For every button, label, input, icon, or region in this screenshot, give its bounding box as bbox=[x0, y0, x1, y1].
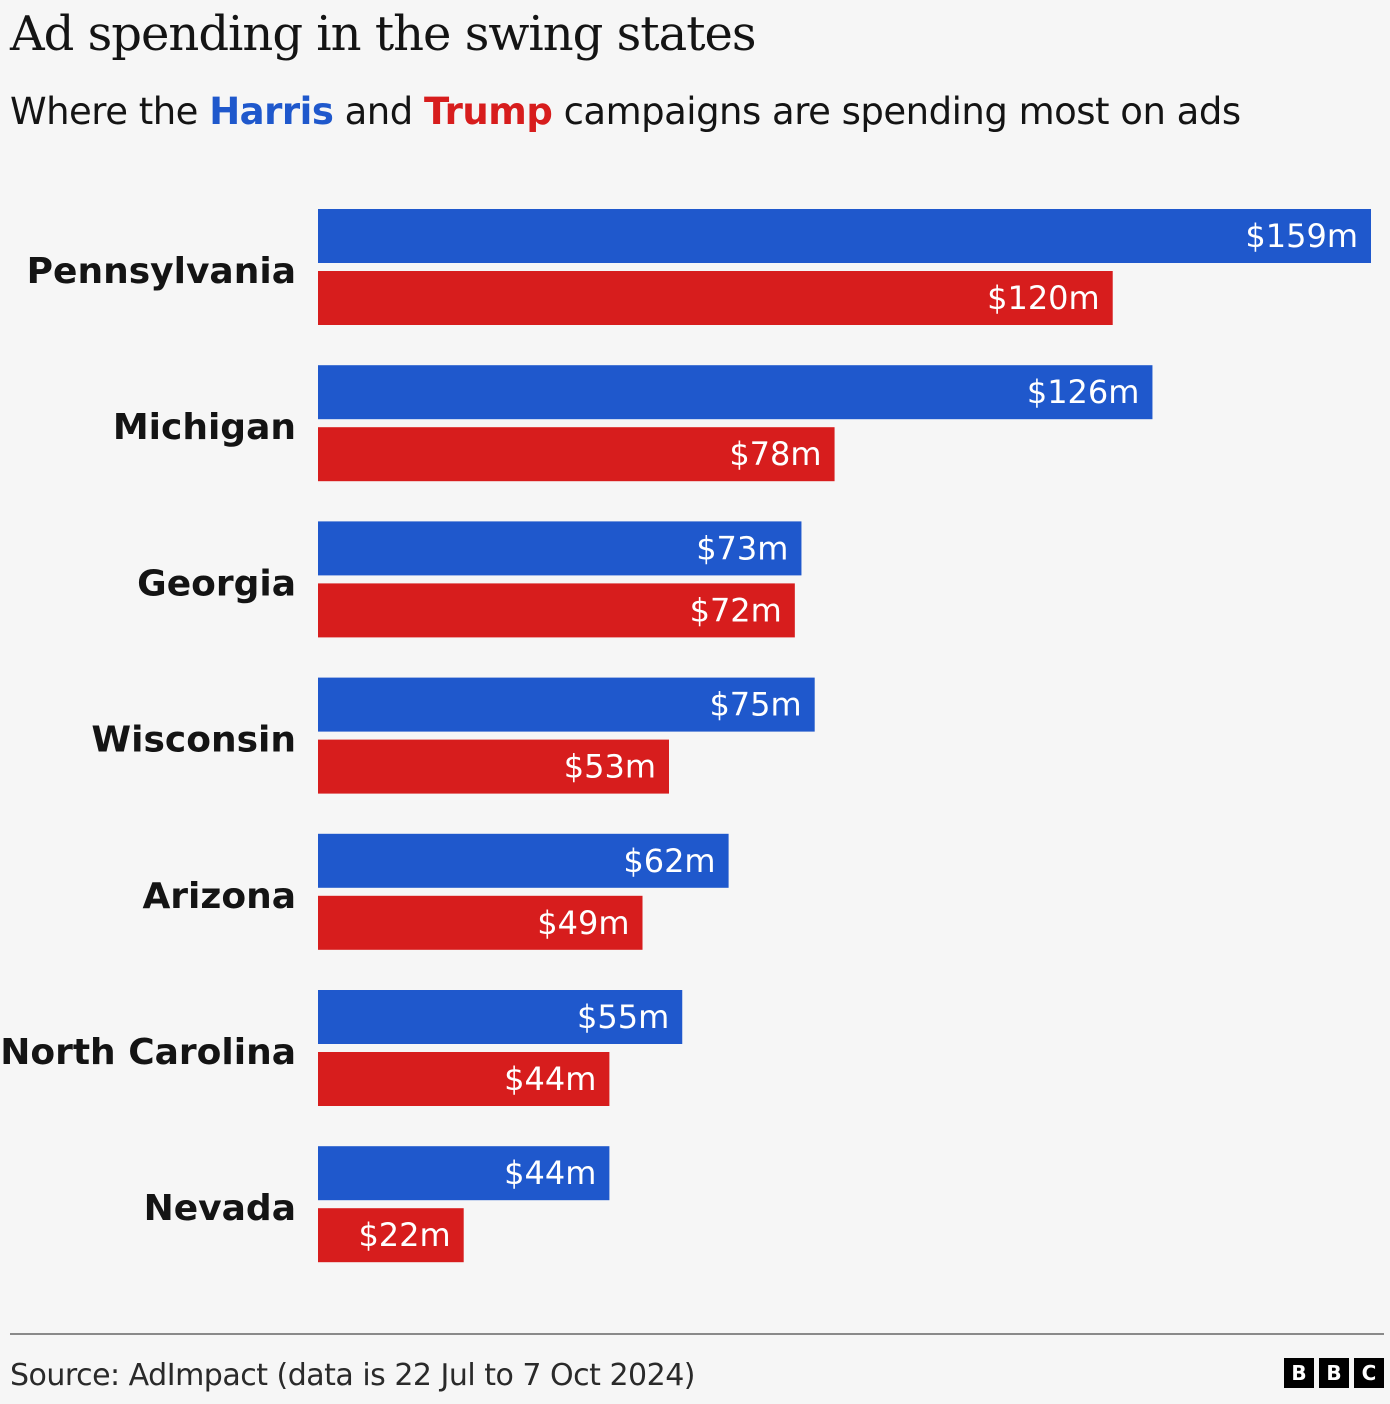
bar-harris bbox=[318, 833, 729, 888]
footer-divider bbox=[10, 1333, 1384, 1335]
bar-trump bbox=[318, 1052, 610, 1106]
state-group-wisconsin: Wisconsin $75m $53m bbox=[91, 677, 815, 794]
bar-value-label: $126m bbox=[1027, 373, 1140, 411]
bar-value-label: $120m bbox=[987, 279, 1100, 317]
bar-value-label: $73m bbox=[696, 529, 788, 567]
bar-harris bbox=[318, 677, 815, 732]
chart-subtitle: Where the Harris and Trump campaigns are… bbox=[10, 90, 1241, 133]
subtitle-harris: Harris bbox=[209, 90, 334, 133]
subtitle-trump: Trump bbox=[424, 90, 553, 133]
bbc-logo: B B C bbox=[1284, 1358, 1384, 1388]
source-note: Source: AdImpact (data is 22 Jul to 7 Oc… bbox=[10, 1358, 696, 1393]
bar-value-label: $53m bbox=[564, 748, 656, 786]
logo-letter: B bbox=[1319, 1358, 1349, 1388]
bar-harris bbox=[318, 1146, 610, 1201]
state-group-nevada: Nevada $44m $22m bbox=[144, 1146, 610, 1263]
bar-value-label: $159m bbox=[1245, 217, 1358, 255]
bar-trump bbox=[318, 427, 835, 482]
bar-value-label: $49m bbox=[537, 904, 629, 942]
state-label: Michigan bbox=[113, 407, 296, 448]
bar-trump bbox=[318, 1208, 464, 1263]
subtitle-prefix: Where the bbox=[10, 90, 210, 133]
bar-value-label: $75m bbox=[709, 686, 801, 724]
bar-chart: Pennsylvania $159m $120m Michigan $126m $78m G… bbox=[0, 209, 1371, 1263]
bar-value-label: $62m bbox=[623, 842, 715, 880]
state-group-arizona: Arizona $62m $49m bbox=[142, 833, 729, 950]
bar-value-label: $44m bbox=[504, 1060, 596, 1098]
state-label: Nevada bbox=[144, 1188, 296, 1229]
bar-trump bbox=[318, 271, 1113, 325]
bar-harris bbox=[318, 365, 1153, 420]
bar-value-label: $44m bbox=[504, 1154, 596, 1192]
bar-trump bbox=[318, 583, 795, 638]
bar-harris bbox=[318, 990, 683, 1044]
state-group-georgia: Georgia $73m $72m bbox=[137, 521, 802, 638]
bar-value-label: $78m bbox=[729, 435, 821, 473]
bar-harris bbox=[318, 209, 1371, 263]
state-label: Pennsylvania bbox=[27, 251, 296, 292]
state-label: Wisconsin bbox=[91, 720, 296, 761]
state-group-pennsylvania: Pennsylvania $159m $120m bbox=[27, 209, 1371, 325]
state-group-north-carolina: North Carolina $55m $44m bbox=[0, 990, 683, 1106]
logo-letter: C bbox=[1354, 1358, 1384, 1388]
subtitle-middle: and bbox=[333, 90, 424, 133]
bar-trump bbox=[318, 739, 669, 794]
state-label: Arizona bbox=[142, 876, 296, 917]
logo-letter: B bbox=[1284, 1358, 1314, 1388]
state-group-michigan: Michigan $126m $78m bbox=[113, 365, 1153, 482]
bar-value-label: $55m bbox=[577, 998, 669, 1036]
bar-harris bbox=[318, 521, 802, 576]
bar-value-label: $72m bbox=[690, 591, 782, 629]
state-label: North Carolina bbox=[0, 1032, 296, 1073]
bar-value-label: $22m bbox=[358, 1216, 450, 1254]
subtitle-suffix: campaigns are spending most on ads bbox=[552, 90, 1242, 133]
bar-trump bbox=[318, 895, 643, 950]
state-label: Georgia bbox=[137, 563, 296, 604]
chart-title: Ad spending in the swing states bbox=[10, 6, 757, 62]
